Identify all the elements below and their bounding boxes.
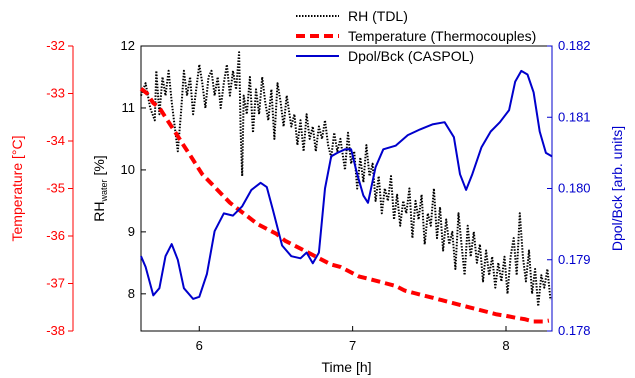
legend-label-temperature-thermocouples: Temperature (Thermocouples)	[348, 28, 536, 44]
rh-axis-title: RHwater [%]	[91, 155, 109, 221]
rh-tick-label: 12	[121, 38, 135, 53]
dpol-tick-label: 0.178	[558, 323, 591, 338]
rh-axis: 8 9 10 11 12 RHwater [%]	[91, 38, 146, 301]
x-axis-title: Time [h]	[321, 359, 371, 375]
temperature-tick-label: -35	[46, 181, 65, 196]
rh-axis-title-sub: water	[99, 179, 109, 202]
rh-tick-label: 10	[121, 162, 135, 177]
rh-axis-ticks: 8 9 10 11 12	[121, 38, 146, 301]
x-axis: 6 7 8 Time [h]	[196, 326, 510, 375]
x-axis-ticks: 6 7 8	[196, 326, 510, 353]
dpol-tick-label: 0.180	[558, 181, 591, 196]
rh-tick-label: 8	[128, 286, 135, 301]
temperature-tick-label: -36	[46, 228, 65, 243]
temperature-tick-label: -34	[46, 133, 65, 148]
dpol-tick-label: 0.181	[558, 109, 591, 124]
temperature-tick-label: -32	[46, 38, 65, 53]
dpol-axis-title: Dpol/Bck [arb. units]	[609, 126, 625, 251]
series-layer	[139, 51, 553, 324]
dpol-tick-label: 0.182	[558, 38, 591, 53]
temperature-axis-ticks: -38 -37 -36 -35 -34 -33 -32	[46, 38, 73, 338]
dpol-axis: 0.178 0.179 0.180 0.181 0.182 Dpol/Bck [arb.…	[547, 38, 625, 338]
legend-label-rh-tdl: RH (TDL)	[348, 8, 408, 24]
legend-label-dpol-bck-caspol: Dpol/Bck (CASPOL)	[348, 48, 474, 64]
rh-axis-title-unit: [%]	[91, 155, 107, 179]
temperature-tick-label: -37	[46, 276, 65, 291]
series-dpol-bck-caspol-line	[140, 69, 553, 300]
temperature-axis: -38 -37 -36 -35 -34 -33 -32 Temperature [°C]	[9, 38, 74, 338]
temperature-axis-title: Temperature [°C]	[9, 136, 25, 242]
legend: RH (TDL) Temperature (Thermocouples) Dpol/…	[296, 8, 536, 64]
dpol-tick-label: 0.179	[558, 252, 591, 267]
rh-tick-label: 9	[128, 224, 135, 239]
x-tick-label: 7	[349, 338, 356, 353]
rh-axis-title-main: RH	[91, 201, 107, 221]
rh-tick-label: 11	[122, 100, 136, 115]
temperature-tick-label: -33	[46, 86, 65, 101]
temperature-tick-label: -38	[46, 323, 65, 338]
x-tick-label: 6	[196, 338, 203, 353]
x-tick-label: 8	[502, 338, 509, 353]
dpol-axis-ticks: 0.178 0.179 0.180 0.181 0.182	[547, 38, 591, 338]
